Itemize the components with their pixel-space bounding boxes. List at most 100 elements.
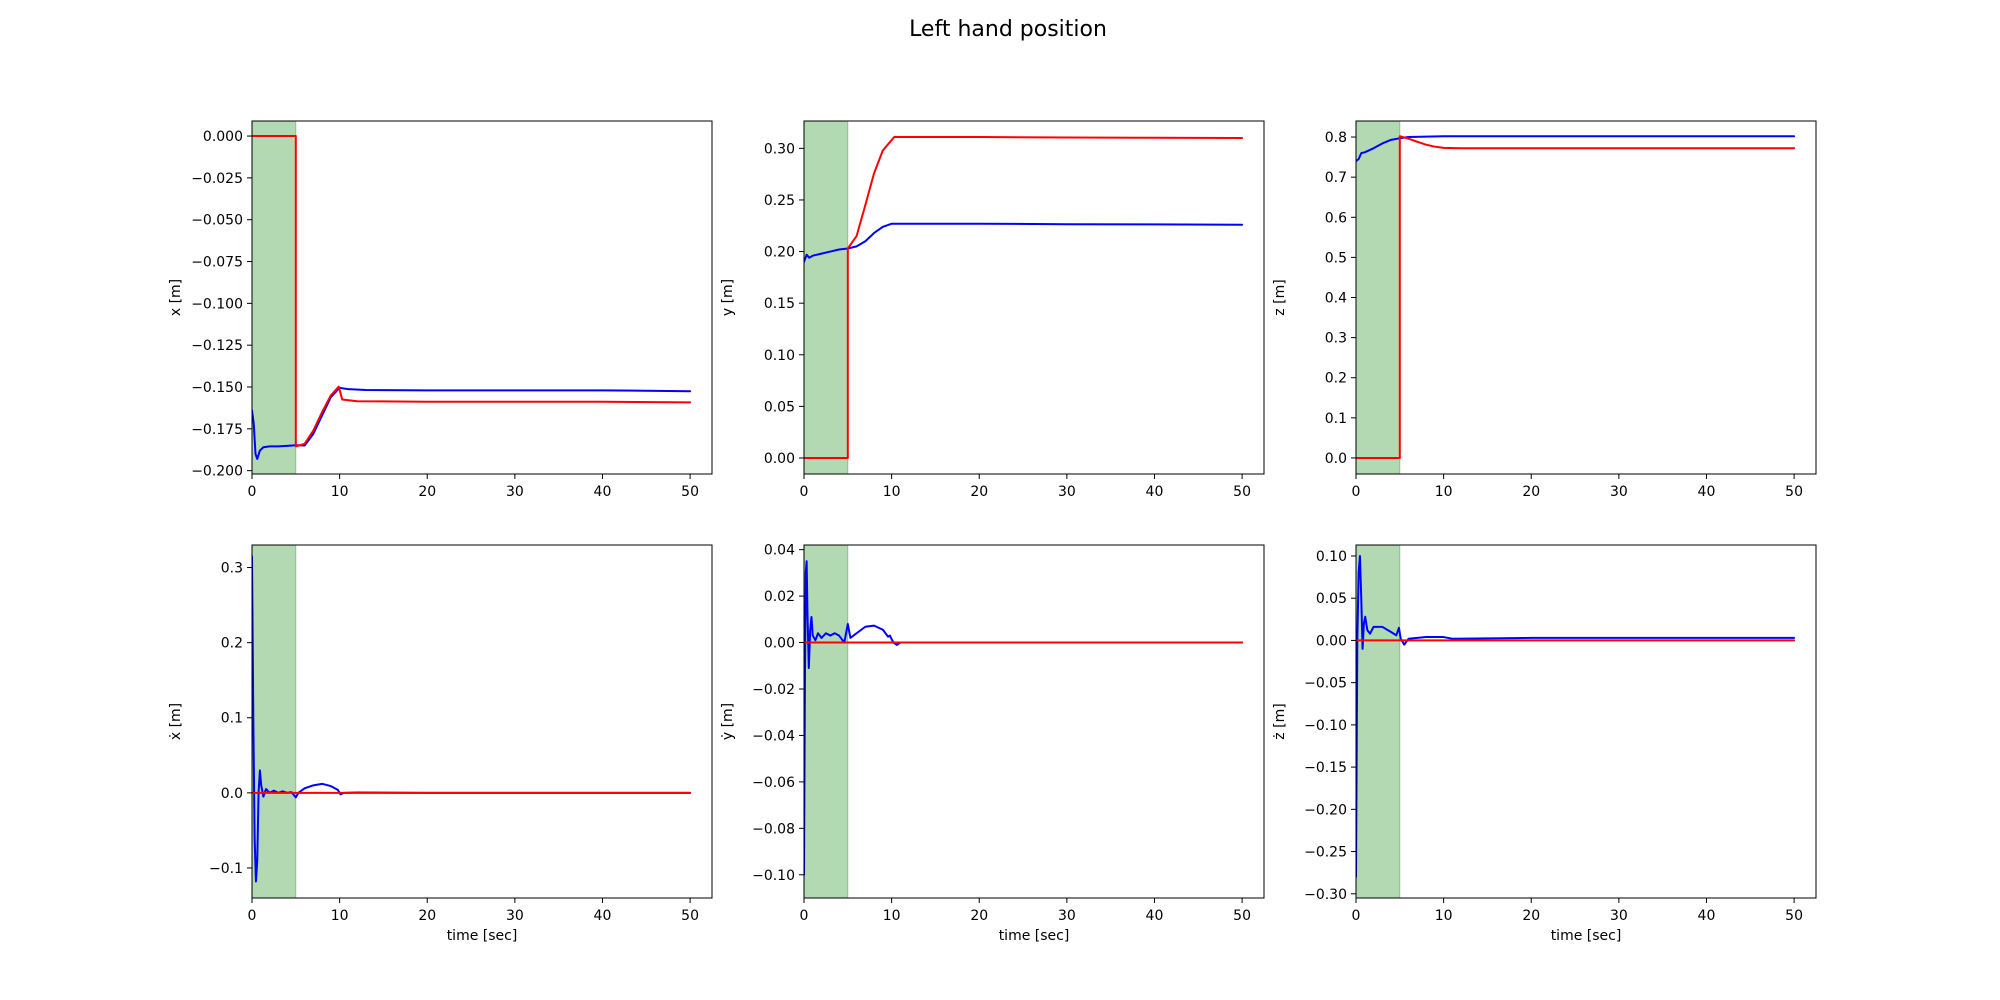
y-tick-label: 0.10 [764, 348, 795, 364]
x-tick-label: 40 [1698, 908, 1716, 924]
y-tick-label: 0.000 [203, 129, 243, 145]
y-axis-label: z [m] [1272, 279, 1288, 315]
y-tick-label: −0.050 [191, 213, 243, 229]
plot-area [252, 121, 692, 474]
shaded-phase-region [252, 545, 297, 898]
y-tick-label: 0.7 [1325, 170, 1347, 186]
axes-frame [803, 120, 1265, 475]
y-tick-label: −0.200 [191, 464, 243, 480]
plot-area [804, 121, 1244, 474]
x-tick-label: 50 [1785, 484, 1803, 500]
y-tick-label: 0.20 [764, 245, 795, 261]
x-tick-label: 10 [883, 484, 901, 500]
axes-frame [251, 120, 713, 475]
y-tick-label: 0.10 [1316, 549, 1347, 565]
x-tick-label: 30 [1610, 484, 1628, 500]
plot-area [1356, 545, 1796, 898]
y-tick-label: 0.05 [764, 399, 795, 415]
x-tick-label: 50 [681, 484, 699, 500]
subplots: 0 10 20 30 40 500.000−0.025−0.050−0.075−0.100… [168, 120, 1817, 944]
x-tick-label: 40 [1146, 484, 1164, 500]
x-tick-label: 0 [248, 908, 257, 924]
x-tick-label: 20 [418, 484, 436, 500]
y-tick-label: −0.06 [752, 775, 795, 791]
x-tick-label: 0 [1352, 908, 1361, 924]
y-tick-label: 0.2 [221, 636, 243, 652]
y-tick-label: 0.04 [764, 543, 795, 559]
subplot-2: 0 10 20 30 40 50 0.00 0.05 0.10 0.15 0.20 0.25 0.30 y… [720, 120, 1265, 500]
x-axis-label: time [sec] [999, 928, 1070, 944]
y-tick-label: 0.2 [1325, 371, 1347, 387]
x-tick-label: 20 [1522, 908, 1540, 924]
plot-area [804, 545, 1244, 898]
x-tick-label: 40 [1698, 484, 1716, 500]
x-tick-label: 10 [331, 484, 349, 500]
y-axis-label: y [m] [720, 279, 736, 316]
y-tick-label: −0.02 [752, 682, 795, 698]
y-tick-label: −0.125 [191, 338, 243, 354]
y-tick-label: 0.00 [1316, 633, 1347, 649]
shaded-phase-region [252, 121, 297, 474]
shaded-phase-region [1356, 121, 1401, 474]
x-tick-label: 50 [1233, 908, 1251, 924]
x-axis-label: time [sec] [447, 928, 518, 944]
axes-frame [1355, 544, 1817, 899]
x-tick-label: 0 [1352, 484, 1361, 500]
y-tick-label: 0.15 [764, 296, 795, 312]
subplot-5: 0 10 20 30 40 50 −0.10 −0.08 −0.06 −0.04 −0.02 0.00… [720, 543, 1265, 944]
y-axis-label: ż [m] [1272, 703, 1288, 739]
y-tick-label: 0.5 [1325, 250, 1347, 266]
x-tick-label: 50 [681, 908, 699, 924]
x-tick-label: 40 [594, 484, 612, 500]
x-tick-label: 0 [800, 908, 809, 924]
y-tick-label: −0.10 [1304, 718, 1347, 734]
y-tick-label: −0.175 [191, 422, 243, 438]
x-tick-label: 20 [970, 484, 988, 500]
x-tick-label: 20 [1522, 484, 1540, 500]
y-axis-label: x [m] [168, 279, 184, 316]
shaded-phase-region [804, 545, 849, 898]
y-tick-label: 0.4 [1325, 291, 1347, 307]
y-tick-label: −0.1 [209, 861, 243, 877]
x-tick-label: 30 [1058, 908, 1076, 924]
y-tick-label: 0.6 [1325, 210, 1347, 226]
x-tick-label: 0 [248, 484, 257, 500]
y-tick-label: 0.25 [764, 193, 795, 209]
x-tick-label: 20 [970, 908, 988, 924]
x-tick-label: 10 [1435, 908, 1453, 924]
y-tick-label: −0.20 [1304, 802, 1347, 818]
y-tick-label: 0.00 [764, 636, 795, 652]
plot-area [252, 545, 692, 898]
y-tick-label: −0.15 [1304, 760, 1347, 776]
x-tick-label: 30 [506, 908, 524, 924]
y-tick-label: 0.30 [764, 141, 795, 157]
x-tick-label: 50 [1785, 908, 1803, 924]
series-measured-line [804, 222, 1244, 263]
x-tick-label: 10 [883, 908, 901, 924]
x-tick-label: 10 [331, 908, 349, 924]
subplot-6: 0 10 20 30 40 50 −0.30 −0.25 −0.20 −0.15 −0.10 −0.0… [1272, 544, 1817, 944]
x-tick-label: 40 [594, 908, 612, 924]
y-tick-label: −0.08 [752, 821, 795, 837]
x-tick-label: 10 [1435, 484, 1453, 500]
x-tick-label: 30 [1610, 908, 1628, 924]
subplot-4: 0 10 20 30 40 50 −0.1 0.0 0.1 0.2 0.3 ẋ [m] time [se… [168, 544, 713, 944]
plot-area [1356, 121, 1796, 474]
y-axis-label: ẏ [m] [720, 703, 736, 740]
x-tick-label: 30 [506, 484, 524, 500]
axes-frame [251, 544, 713, 899]
series-reference-line [1356, 135, 1796, 459]
subplot-1: 0 10 20 30 40 50 0.000 −0.025 −0.050 −0.075 −0.100… [168, 120, 713, 500]
figure-title: Left hand position [909, 17, 1107, 42]
x-tick-label: 20 [418, 908, 436, 924]
x-axis-label: time [sec] [1551, 928, 1622, 944]
y-tick-label: 0.02 [764, 589, 795, 605]
shaded-phase-region [804, 121, 849, 474]
y-tick-label: −0.025 [191, 171, 243, 187]
y-tick-label: −0.10 [752, 868, 795, 884]
y-tick-label: −0.075 [191, 255, 243, 271]
y-tick-label: 0.3 [221, 561, 243, 577]
subplot-3: 0 10 20 30 40 50 0.0 0.1 0.2 0.3 0.4 0.5 0.6 0.7 0.8 z … [1272, 120, 1817, 500]
series-measured-line [1356, 554, 1796, 878]
